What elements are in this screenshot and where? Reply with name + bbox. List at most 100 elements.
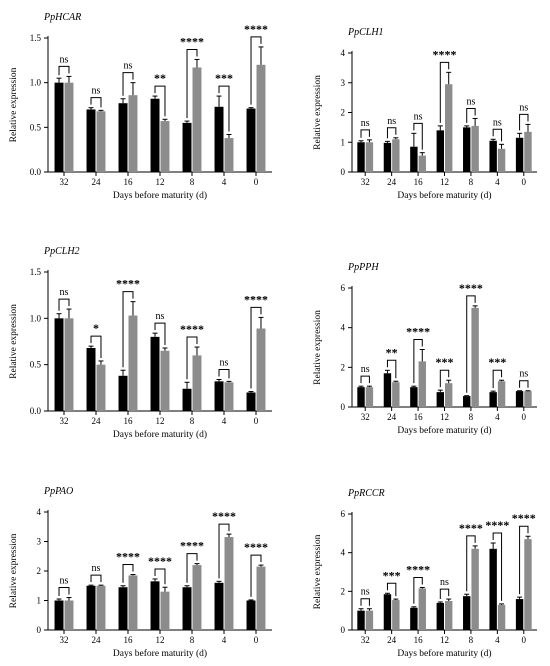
x-tick-label: 12 <box>156 635 165 645</box>
significance-bracket <box>186 48 198 119</box>
significance-bracket <box>250 36 262 105</box>
x-tick-label: 16 <box>124 635 134 645</box>
bar-series-a <box>489 392 497 407</box>
bar-series-b <box>64 600 74 630</box>
bar-series-a <box>357 142 365 172</box>
x-tick-label: 16 <box>414 177 424 187</box>
x-tick-label: 32 <box>60 635 69 645</box>
significance-label: * <box>93 321 99 335</box>
significance-label: ns <box>519 102 528 113</box>
y-tick-label: 1.0 <box>30 313 42 323</box>
significance-bracket <box>466 295 476 393</box>
significance-bracket <box>386 582 397 597</box>
significance-bracket <box>218 85 230 132</box>
y-tick-label: 1.5 <box>30 33 42 43</box>
bar-series-b <box>418 588 426 630</box>
chart-panel-ppclh2: PpCLH2 0.0 0.5 1.0 1.5 Relative expression Day… <box>9 246 272 440</box>
significance-bracket <box>122 564 134 583</box>
significance-bracket <box>519 525 529 595</box>
y-tick-label: 6 <box>341 509 346 519</box>
significance-label: **** <box>406 324 430 338</box>
significance-label: **** <box>485 518 509 532</box>
significance-bracket <box>154 85 166 117</box>
x-tick-label: 12 <box>440 177 449 187</box>
significance-label: **** <box>406 562 430 576</box>
bar-series-a <box>214 582 224 630</box>
significance-label: **** <box>180 34 204 48</box>
bar-series-a <box>182 587 192 630</box>
bar-series-b <box>96 585 106 630</box>
significance-label: **** <box>459 281 483 295</box>
x-tick-label: 8 <box>469 177 474 187</box>
significance-bracket <box>413 122 423 150</box>
x-axis-label: Days before maturity (d) <box>113 429 207 440</box>
bar-series-b <box>365 142 374 172</box>
bar-series-b <box>497 381 506 407</box>
y-tick-label: 0 <box>341 167 346 177</box>
x-axis-label: Days before maturity (d) <box>113 190 207 201</box>
bar-series-b <box>445 84 453 172</box>
significance-bracket <box>386 359 397 379</box>
significance-label: ns <box>361 118 370 129</box>
bar-series-b <box>256 566 266 630</box>
significance-bracket <box>492 128 503 142</box>
y-tick-label: 0.5 <box>30 360 42 370</box>
significance-label: **** <box>244 540 268 554</box>
significance-label: ns <box>60 576 69 587</box>
x-tick-label: 32 <box>60 177 69 187</box>
x-tick-label: 24 <box>387 412 397 422</box>
y-axis-label: Relative expression <box>313 310 323 385</box>
bar-series-b <box>96 364 106 411</box>
bar-series-a <box>515 599 524 630</box>
x-tick-label: 0 <box>254 177 259 187</box>
bar-series-b <box>497 604 506 630</box>
bar-series-b <box>192 67 202 172</box>
x-tick-label: 24 <box>387 177 397 187</box>
significance-bracket <box>360 598 370 606</box>
significance-bracket <box>90 574 102 583</box>
significance-label: ns <box>60 287 69 298</box>
bar-series-a <box>383 594 392 630</box>
significance-bracket <box>439 588 450 599</box>
bar-series-b <box>192 565 202 630</box>
bar-series-a <box>150 336 160 411</box>
bar-series-b <box>160 591 170 630</box>
y-tick-label: 1 <box>341 137 346 147</box>
bar-series-a <box>463 396 471 407</box>
significance-label: **** <box>512 511 536 525</box>
bar-series-b <box>256 328 266 411</box>
significance-label: ns <box>466 96 475 107</box>
bar-series-a <box>357 387 365 407</box>
significance-bracket <box>218 523 230 579</box>
bar-series-b <box>96 111 106 172</box>
x-axis-label: Days before maturity (d) <box>397 425 491 436</box>
y-tick-label: 1 <box>37 596 42 606</box>
x-tick-label: 24 <box>387 635 397 645</box>
bar-series-a <box>383 142 392 172</box>
bar-series-b <box>64 318 74 411</box>
y-tick-label: 1.0 <box>30 78 42 88</box>
significance-label: **** <box>244 22 268 36</box>
x-axis-label: Days before maturity (d) <box>397 648 491 659</box>
bar-series-b <box>524 131 532 172</box>
significance-bracket <box>492 532 503 601</box>
y-tick-label: 0.0 <box>30 167 42 177</box>
y-tick-label: 4 <box>37 507 42 517</box>
x-tick-label: 24 <box>92 635 102 645</box>
x-tick-label: 8 <box>190 635 195 645</box>
bar-series-a <box>410 607 418 630</box>
y-axis-label: Relative expression <box>9 304 19 379</box>
y-tick-label: 2 <box>341 586 346 596</box>
significance-bracket <box>186 553 198 583</box>
significance-label: **** <box>116 550 140 564</box>
significance-label: ns <box>124 61 133 72</box>
bar-series-a <box>150 581 160 630</box>
bar-series-a <box>515 137 524 172</box>
y-tick-label: 3 <box>341 78 346 88</box>
significance-bracket <box>360 375 370 384</box>
bar-series-b <box>471 307 479 407</box>
y-tick-label: 2 <box>37 566 42 576</box>
x-tick-label: 0 <box>254 416 259 426</box>
significance-bracket <box>360 129 370 138</box>
significance-bracket <box>90 97 102 108</box>
